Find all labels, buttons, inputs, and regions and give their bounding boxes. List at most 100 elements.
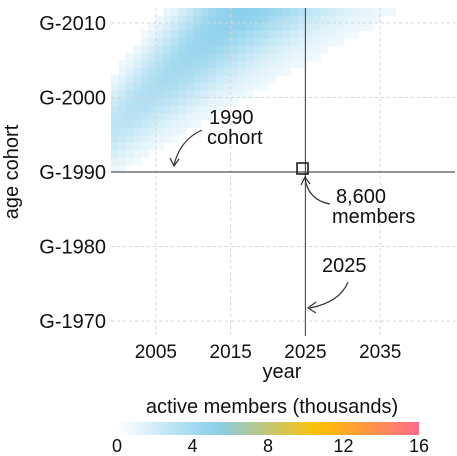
- heat-cell: [155, 82, 164, 91]
- heat-cell: [238, 75, 247, 84]
- heat-cell: [208, 30, 217, 39]
- heat-cell: [245, 45, 254, 54]
- heat-cell: [148, 134, 157, 143]
- heat-cell: [185, 75, 194, 84]
- heat-cell: [125, 97, 135, 106]
- heat-cell: [268, 22, 277, 31]
- heat-cell: [223, 75, 232, 84]
- heat-cell: [178, 30, 187, 39]
- heat-cell: [238, 82, 247, 91]
- heat-cell: [297, 37, 307, 46]
- colorbar-tick-label: 0: [112, 436, 122, 456]
- heat-cell: [305, 45, 314, 54]
- heat-cell: [223, 67, 232, 76]
- heat-cell: [215, 75, 224, 84]
- x-tick-label: 2035: [359, 342, 401, 363]
- heat-cell: [223, 82, 232, 91]
- heat-cell: [185, 119, 194, 128]
- heat-cell: [185, 52, 194, 61]
- heat-cell: [185, 45, 194, 54]
- heat-cell: [223, 8, 232, 17]
- heat-cell: [178, 90, 187, 99]
- heat-cell: [118, 142, 127, 151]
- heat-cell: [140, 67, 149, 76]
- heat-cell: [372, 15, 381, 24]
- heat-cell: [275, 22, 284, 31]
- heat-cell: [245, 8, 254, 17]
- heat-cell: [193, 37, 202, 46]
- annotation-year: 2025: [306, 255, 367, 314]
- heat-cell: [283, 67, 292, 76]
- heat-cell: [238, 30, 247, 39]
- heat-cell: [215, 82, 224, 91]
- heat-cell: [111, 104, 120, 113]
- heat-cell: [245, 30, 254, 39]
- annotation-members-line1: 8,600: [336, 186, 386, 208]
- heat-cell: [200, 75, 209, 84]
- heat-cell: [253, 82, 262, 91]
- heat-cell: [185, 8, 194, 17]
- heat-cell: [193, 112, 202, 121]
- heat-cell: [133, 127, 142, 136]
- heat-cell: [193, 30, 202, 39]
- heat-cell: [155, 30, 164, 39]
- heat-cell: [163, 90, 172, 99]
- annotation-cohort-line1: 1990: [209, 107, 254, 129]
- heat-cell: [327, 15, 336, 24]
- heat-cell: [253, 60, 262, 69]
- heat-cell: [178, 60, 187, 69]
- colorbar-ticks: 0 4 8 12 16: [112, 436, 429, 456]
- heat-cell: [253, 37, 262, 46]
- heat-cell: [170, 8, 179, 17]
- heat-cell: [283, 60, 292, 69]
- heat-cell: [125, 90, 135, 99]
- heat-cell: [230, 30, 239, 39]
- heat-cell: [387, 8, 396, 17]
- heat-cell: [245, 82, 254, 91]
- heat-cell: [290, 52, 299, 61]
- heat-cell: [193, 90, 202, 99]
- colorbar-tick-label: 12: [333, 436, 353, 456]
- heat-cell: [111, 142, 120, 151]
- heat-cell: [178, 82, 187, 91]
- heat-cell: [200, 22, 209, 31]
- heat-cell: [140, 97, 149, 106]
- heat-cell: [230, 67, 239, 76]
- heat-cell: [178, 15, 187, 24]
- heat-cell: [111, 97, 120, 106]
- heat-cell: [305, 8, 314, 17]
- heat-cell: [155, 119, 164, 128]
- heat-cell: [118, 157, 127, 166]
- heat-cell: [111, 157, 120, 166]
- heat-cell: [230, 82, 239, 91]
- heat-cell: [342, 8, 351, 17]
- heat-cell: [283, 15, 292, 24]
- heat-cell: [111, 164, 120, 173]
- heat-cell: [208, 104, 217, 113]
- heat-cell: [178, 127, 187, 136]
- heat-cell: [185, 90, 194, 99]
- heat-cell: [327, 22, 336, 31]
- heat-cell: [133, 134, 142, 143]
- heat-cell: [193, 75, 202, 84]
- heat-cell: [155, 104, 164, 113]
- heat-cell: [163, 104, 172, 113]
- colorbar: [117, 422, 419, 435]
- heat-cell: [200, 82, 209, 91]
- heat-cell: [163, 127, 172, 136]
- colorbar-tick-label: 16: [409, 436, 429, 456]
- heat-cell: [170, 37, 179, 46]
- heat-cell: [155, 142, 164, 151]
- heat-cell: [178, 75, 187, 84]
- heat-cell: [125, 134, 135, 143]
- heat-cell: [140, 90, 149, 99]
- heat-cell: [200, 30, 209, 39]
- heat-cell: [208, 112, 217, 121]
- heat-cell: [133, 142, 142, 151]
- heat-cell: [327, 8, 336, 17]
- heat-cell: [283, 52, 292, 61]
- heat-cell: [185, 104, 194, 113]
- heat-cell: [178, 104, 187, 113]
- heat-cell: [111, 75, 120, 84]
- heat-cell: [260, 75, 269, 84]
